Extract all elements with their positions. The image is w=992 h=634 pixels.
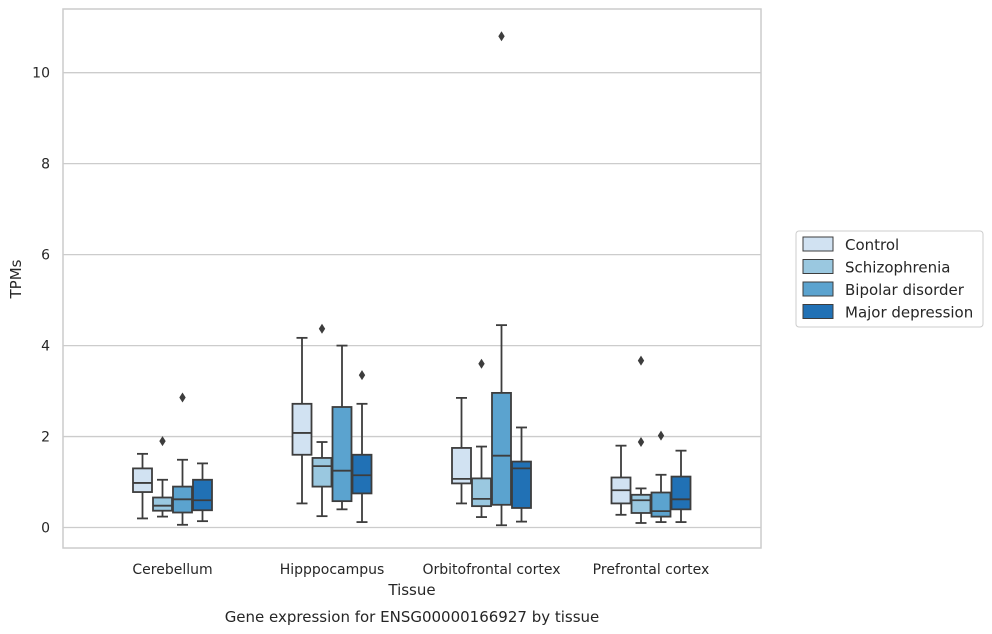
- y-tick-label: 0: [41, 521, 50, 537]
- legend-label: Bipolar disorder: [845, 281, 965, 299]
- box-schizophrenia: [152, 436, 173, 518]
- y-tick-label: 6: [41, 248, 50, 264]
- x-tick-label: Prefrontal cortex: [593, 562, 710, 578]
- box-bipolar-disorder: [491, 31, 512, 527]
- box-body: [650, 491, 672, 518]
- box-body: [331, 406, 353, 503]
- legend-swatch: [802, 259, 834, 274]
- box-body: [511, 460, 532, 509]
- y-tick-label: 10: [32, 66, 50, 82]
- box-body: [471, 477, 492, 508]
- box-bipolar-disorder: [172, 392, 193, 526]
- legend-swatch: [802, 236, 834, 252]
- x-tick-label: Orbitofrontal cortex: [423, 562, 561, 578]
- y-tick-label: 8: [41, 157, 50, 173]
- outlier-point: [159, 436, 166, 447]
- box-control: [610, 444, 632, 516]
- box-body: [670, 475, 692, 511]
- box-body: [192, 478, 213, 512]
- box-body: [491, 391, 512, 506]
- box-schizophrenia: [311, 323, 333, 518]
- box-control: [451, 396, 472, 505]
- box-body: [451, 447, 472, 485]
- outlier-point: [179, 392, 186, 403]
- legend: Control Schizophrenia Bipolar disorder Majo…: [795, 230, 984, 328]
- box-body: [152, 496, 173, 512]
- outlier-point: [498, 31, 505, 42]
- outlier-point: [358, 370, 366, 381]
- box-body: [291, 402, 313, 456]
- box-bipolar-disorder: [650, 430, 672, 523]
- legend-frame: [795, 230, 984, 328]
- grid-lines: [63, 72, 761, 529]
- box-body: [311, 457, 333, 488]
- box-schizophrenia: [630, 355, 652, 524]
- box-major-depression: [192, 462, 213, 523]
- x-axis-label: Tissue: [387, 581, 435, 599]
- plot-area-frame: [62, 8, 762, 549]
- box-body: [132, 467, 153, 493]
- y-tick-labels: 0 2 4 6 8 10: [32, 66, 50, 537]
- box-body: [351, 453, 373, 495]
- x-tick-label: Hipppocampus: [280, 562, 385, 578]
- x-tick-label: Cerebellum: [132, 562, 212, 578]
- legend-swatch: [802, 281, 834, 297]
- box-bipolar-disorder: [331, 344, 353, 511]
- box-body: [630, 493, 652, 514]
- legend-label: Major depression: [845, 304, 973, 322]
- box-major-depression: [511, 426, 532, 523]
- box-control: [132, 452, 153, 520]
- outlier-point: [637, 437, 645, 448]
- outlier-point: [318, 323, 326, 334]
- box-major-depression: [351, 370, 373, 523]
- outlier-point: [657, 430, 665, 441]
- y-axis-label: TPMs: [7, 259, 25, 299]
- x-tick-labels: Cerebellum Hipppocampus Orbitofrontal cort…: [132, 562, 709, 578]
- legend-label: Schizophrenia: [845, 259, 950, 277]
- box-major-depression: [670, 449, 692, 523]
- outlier-point: [637, 355, 645, 366]
- legend-label: Control: [845, 236, 899, 254]
- y-tick-label: 4: [41, 339, 50, 355]
- box-plot-area: [132, 31, 692, 527]
- box-control: [291, 336, 313, 505]
- box-schizophrenia: [471, 358, 492, 518]
- figure-caption: Gene expression for ENSG00000166927 by t…: [225, 608, 600, 626]
- outlier-point: [478, 358, 485, 369]
- legend-swatch: [802, 304, 834, 319]
- y-tick-label: 2: [41, 430, 50, 446]
